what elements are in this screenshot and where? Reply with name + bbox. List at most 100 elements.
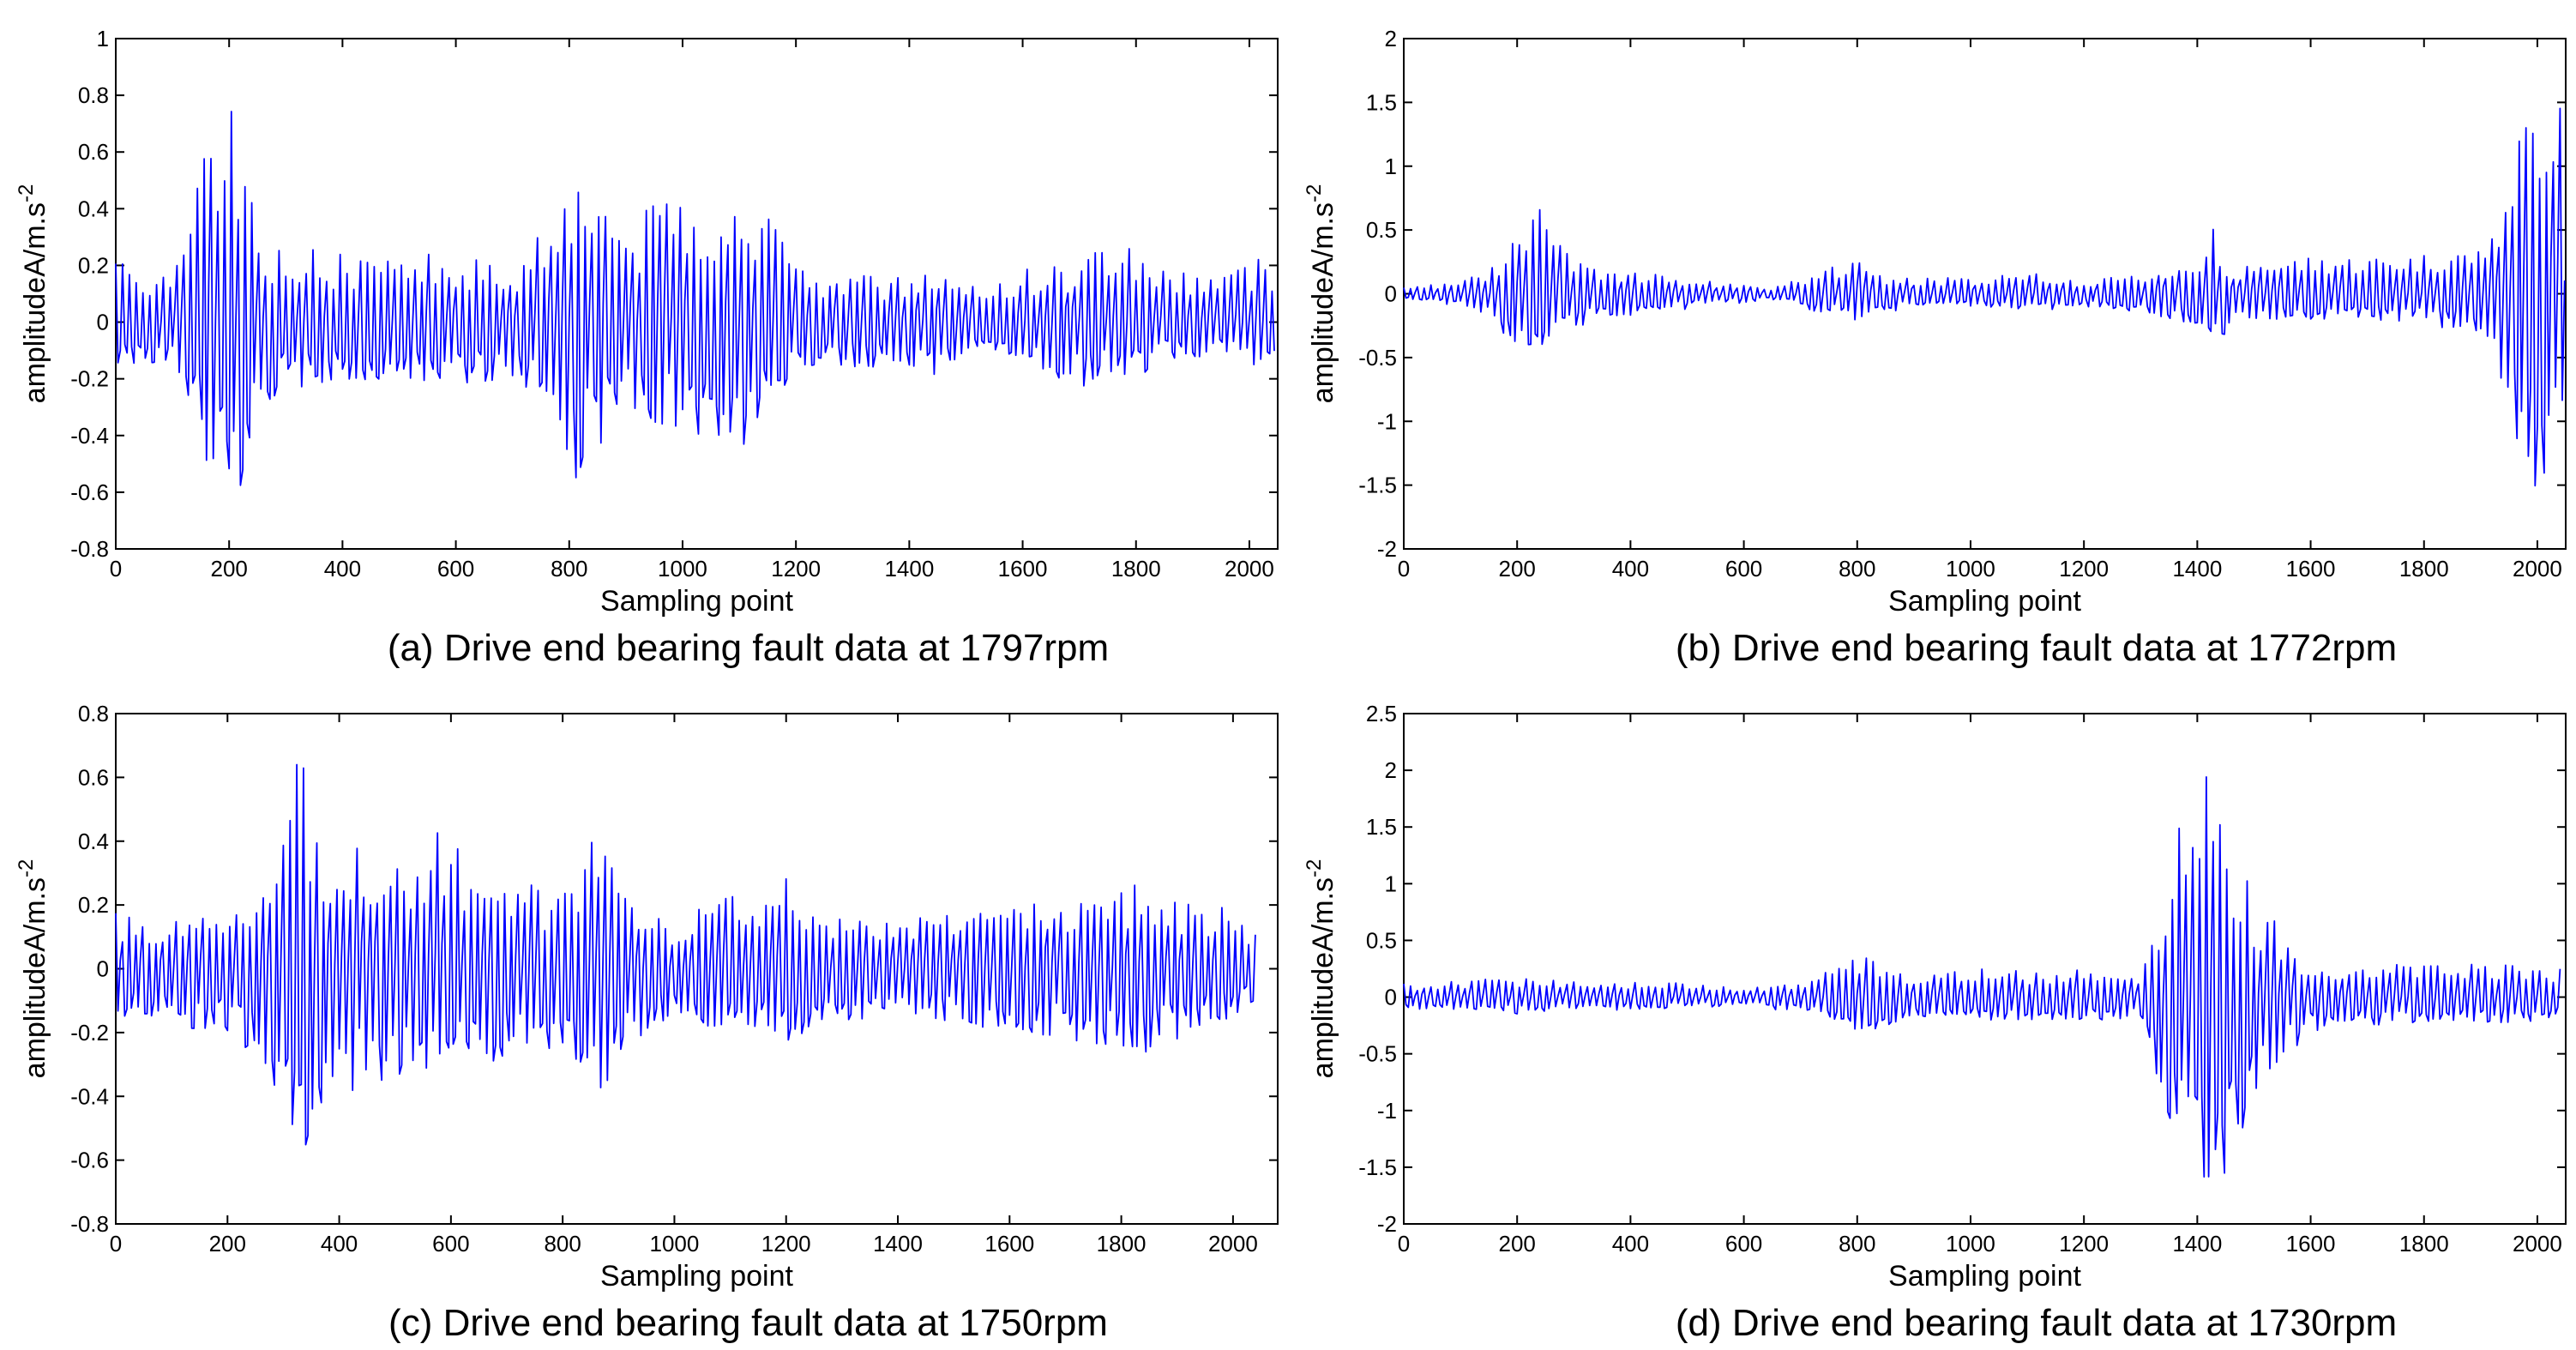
y-axis-title-main: amplitudeA/m.s bbox=[1307, 202, 1339, 403]
plot-frame bbox=[1403, 713, 2567, 1225]
x-tick-label: 1200 bbox=[2059, 556, 2109, 582]
x-tick-label: 400 bbox=[324, 556, 361, 582]
x-tick-label: 1400 bbox=[2172, 1231, 2222, 1257]
chart-caption: (d) Drive end bearing fault data at 1730… bbox=[1676, 1302, 2397, 1344]
x-tick-label: 1400 bbox=[884, 556, 934, 582]
signal-line bbox=[115, 763, 1256, 1146]
x-ticks: 0 200 400 600 800 1000 1200 1400 1600 1800 2000 bbox=[1398, 714, 2562, 1257]
y-tick-label: 0 bbox=[97, 956, 109, 982]
y-tick-label: -2 bbox=[1377, 1211, 1397, 1237]
plot-frame bbox=[115, 38, 1279, 550]
y-tick-label: 0.4 bbox=[78, 196, 109, 221]
x-tick-label: 2000 bbox=[1225, 556, 1274, 582]
y-tick-label: -1 bbox=[1377, 408, 1397, 434]
y-tick-label: -0.6 bbox=[70, 1148, 109, 1173]
x-tick-label: 2000 bbox=[1208, 1231, 1258, 1257]
x-tick-label: 1800 bbox=[2399, 1231, 2449, 1257]
chart-c-svg: -0.8 -0.6 -0.4 -0.2 0 0.2 0.4 0.6 0.8 0 200 400 600… bbox=[15, 701, 1279, 1344]
x-tick-label: 800 bbox=[544, 1231, 581, 1257]
x-tick-label: 2000 bbox=[2513, 1231, 2562, 1257]
y-axis-title-sup: -2 bbox=[15, 859, 38, 877]
x-tick-label: 0 bbox=[1398, 1231, 1410, 1257]
y-ticks: -2 -1.5 -1 -0.5 0 0.5 1 1.5 2 bbox=[1358, 26, 2566, 562]
y-tick-label: -1.5 bbox=[1358, 1154, 1397, 1180]
chart-b-svg: -2 -1.5 -1 -0.5 0 0.5 1 1.5 2 0 200 400 600 800 1000 1… bbox=[1303, 26, 2567, 669]
y-tick-label: -1.5 bbox=[1358, 473, 1397, 498]
x-tick-label: 600 bbox=[1725, 556, 1762, 582]
x-tick-label: 1200 bbox=[2059, 1231, 2109, 1257]
x-axis-title: Sampling point bbox=[1888, 585, 2081, 618]
x-tick-label: 1600 bbox=[2286, 556, 2336, 582]
y-tick-label: 1 bbox=[97, 26, 109, 51]
y-tick-label: -0.2 bbox=[70, 366, 109, 392]
x-tick-label: 1000 bbox=[1946, 1231, 1995, 1257]
x-tick-label: 0 bbox=[110, 556, 122, 582]
y-axis-title: amplitudeA/m.s-2 bbox=[1303, 859, 1339, 1079]
y-tick-label: 1.5 bbox=[1366, 89, 1397, 115]
x-tick-label: 1200 bbox=[771, 556, 821, 582]
y-tick-label: 0 bbox=[1385, 985, 1397, 1010]
y-tick-label: 0.5 bbox=[1366, 927, 1397, 953]
x-ticks: 0 200 400 600 800 1000 1200 1400 1600 1800 2000 bbox=[110, 39, 1274, 582]
y-axis-title-main: amplitudeA/m.s bbox=[1307, 877, 1339, 1078]
x-tick-label: 1800 bbox=[1111, 556, 1161, 582]
x-tick-label: 200 bbox=[210, 556, 247, 582]
chart-d-svg: -2 -1.5 -1 -0.5 0 0.5 1 1.5 2 2.5 0 200 400 600 800 10… bbox=[1303, 701, 2567, 1344]
chart-a-svg: -0.8 -0.6 -0.4 -0.2 0 0.2 0.4 0.6 0.8 1 0 200 400 60… bbox=[15, 26, 1279, 669]
x-axis-title: Sampling point bbox=[600, 585, 793, 618]
y-tick-label: -0.5 bbox=[1358, 345, 1397, 371]
chart-panel-c: -0.8 -0.6 -0.4 -0.2 0 0.2 0.4 0.6 0.8 0 200 400 600… bbox=[0, 675, 1288, 1350]
x-tick-label: 1000 bbox=[1946, 556, 1995, 582]
y-tick-label: 0 bbox=[97, 310, 109, 335]
plot-frame bbox=[1403, 38, 2567, 550]
y-tick-label: -0.6 bbox=[70, 479, 109, 505]
y-tick-label: -1 bbox=[1377, 1098, 1397, 1124]
x-axis-title: Sampling point bbox=[1888, 1260, 2081, 1293]
y-tick-label: -0.4 bbox=[70, 1083, 109, 1109]
x-tick-label: 800 bbox=[1839, 556, 1875, 582]
x-tick-label: 0 bbox=[1398, 556, 1410, 582]
signal-line bbox=[1403, 776, 2561, 1178]
x-tick-label: 400 bbox=[1612, 1231, 1649, 1257]
y-tick-label: 0.6 bbox=[78, 139, 109, 165]
chart-caption: (c) Drive end bearing fault data at 1750… bbox=[388, 1302, 1108, 1344]
y-tick-label: 2 bbox=[1385, 757, 1397, 783]
y-axis-title-sup: -2 bbox=[1303, 184, 1326, 202]
x-tick-label: 1400 bbox=[2172, 556, 2222, 582]
y-tick-label: 2.5 bbox=[1366, 701, 1397, 726]
y-axis-title: amplitudeA/m.s-2 bbox=[15, 184, 51, 404]
y-axis-title: amplitudeA/m.s-2 bbox=[1303, 184, 1339, 404]
x-tick-label: 1400 bbox=[873, 1231, 923, 1257]
x-tick-label: 1600 bbox=[2286, 1231, 2336, 1257]
x-tick-label: 1600 bbox=[998, 556, 1048, 582]
y-ticks: -0.8 -0.6 -0.4 -0.2 0 0.2 0.4 0.6 0.8 1 bbox=[70, 26, 1278, 562]
chart-caption: (a) Drive end bearing fault data at 1797… bbox=[388, 627, 1109, 669]
y-tick-label: 1 bbox=[1385, 871, 1397, 896]
x-tick-label: 400 bbox=[321, 1231, 358, 1257]
x-tick-label: 200 bbox=[209, 1231, 246, 1257]
x-tick-label: 1000 bbox=[650, 1231, 700, 1257]
y-tick-label: 0.2 bbox=[78, 252, 109, 278]
chart-panel-a: -0.8 -0.6 -0.4 -0.2 0 0.2 0.4 0.6 0.8 1 0 200 400 60… bbox=[0, 0, 1288, 675]
x-tick-label: 200 bbox=[1498, 1231, 1535, 1257]
x-tick-label: 400 bbox=[1612, 556, 1649, 582]
y-tick-label: 0 bbox=[1385, 281, 1397, 307]
x-tick-label: 200 bbox=[1498, 556, 1535, 582]
y-tick-label: -0.4 bbox=[70, 423, 109, 449]
x-tick-label: 2000 bbox=[2513, 556, 2562, 582]
plot-frame bbox=[115, 713, 1279, 1225]
y-tick-label: 0.4 bbox=[78, 829, 109, 854]
y-tick-label: 2 bbox=[1385, 26, 1397, 51]
x-tick-label: 600 bbox=[1725, 1231, 1762, 1257]
x-tick-label: 1200 bbox=[761, 1231, 811, 1257]
y-axis-title-main: amplitudeA/m.s bbox=[19, 202, 51, 403]
y-tick-label: -2 bbox=[1377, 536, 1397, 562]
x-tick-label: 0 bbox=[110, 1231, 122, 1257]
chart-panel-b: -2 -1.5 -1 -0.5 0 0.5 1 1.5 2 0 200 400 600 800 1000 1… bbox=[1288, 0, 2576, 675]
chart-caption: (b) Drive end bearing fault data at 1772… bbox=[1676, 627, 2397, 669]
x-axis-title: Sampling point bbox=[600, 1260, 793, 1293]
y-tick-label: -0.5 bbox=[1358, 1041, 1397, 1067]
x-ticks: 0 200 400 600 800 1000 1200 1400 1600 1800 2000 bbox=[1398, 39, 2562, 582]
x-ticks: 0 200 400 600 800 1000 1200 1400 1600 1800 2000 bbox=[110, 714, 1258, 1257]
x-tick-label: 1000 bbox=[658, 556, 707, 582]
